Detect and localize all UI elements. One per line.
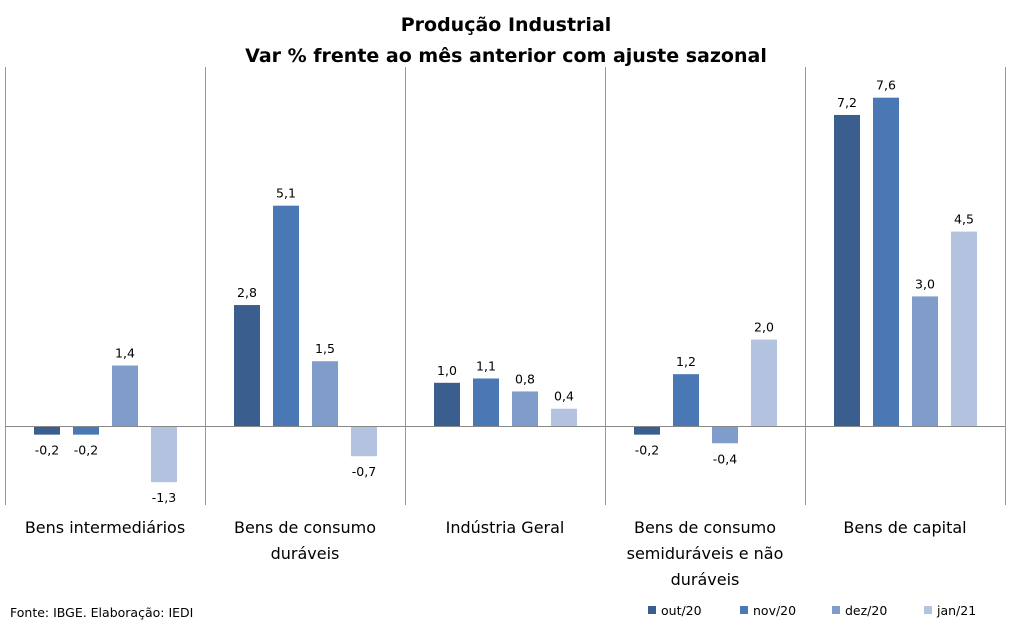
bar <box>873 97 899 427</box>
bar <box>351 426 377 457</box>
bar <box>273 205 299 426</box>
category-label: Bens intermediários <box>25 518 185 537</box>
legend-swatch <box>832 606 840 614</box>
bar <box>312 361 338 426</box>
data-label: 3,0 <box>915 276 935 291</box>
bar <box>551 408 577 426</box>
legend-swatch <box>924 606 932 614</box>
legend-item: out/20 <box>648 603 702 618</box>
bar <box>512 391 538 426</box>
data-label: 7,6 <box>876 78 896 93</box>
data-label: 0,8 <box>515 371 535 386</box>
category-label: Bens de consumo duráveis <box>234 518 376 563</box>
data-label: -1,3 <box>152 490 176 505</box>
data-label: -0,2 <box>635 443 659 458</box>
bar <box>673 374 699 426</box>
category-label: Bens de capital <box>843 518 966 537</box>
legend-label: jan/21 <box>936 603 976 618</box>
data-label: 0,4 <box>554 389 574 404</box>
bar <box>34 426 60 435</box>
data-label: 1,5 <box>315 341 335 356</box>
legend-label: nov/20 <box>753 603 796 618</box>
category-label: Bens de consumo semiduráveis e não durávei… <box>627 518 784 589</box>
data-label: 7,2 <box>837 95 857 110</box>
data-label: -0,2 <box>74 443 98 458</box>
legend-label: dez/20 <box>845 603 887 618</box>
bar <box>112 365 138 426</box>
bar <box>912 296 938 426</box>
bar <box>473 378 499 426</box>
bar <box>751 339 777 426</box>
bar <box>151 426 177 483</box>
data-label: -0,4 <box>713 451 737 466</box>
plot-area: -0,2 2,8 1,0 -0,2 7,2 -0,2 5,1 1,1 1,2 7,6 1,4 1,5 0… <box>5 67 1006 589</box>
data-label: 1,4 <box>115 346 135 361</box>
legend-item: nov/20 <box>740 603 796 618</box>
data-label: 2,8 <box>237 285 257 300</box>
category-label: Indústria Geral <box>446 518 565 537</box>
data-label: -0,2 <box>35 443 59 458</box>
bar <box>712 426 738 444</box>
legend: out/20 nov/20 dez/20 jan/21 <box>648 603 976 618</box>
legend-swatch <box>648 606 656 614</box>
data-label: 4,5 <box>954 212 974 227</box>
data-label: 1,2 <box>676 354 696 369</box>
chart-title: Produção Industrial <box>401 14 612 36</box>
data-label: 5,1 <box>276 186 296 201</box>
data-label: 2,0 <box>754 320 774 335</box>
data-label: 1,1 <box>476 358 496 373</box>
legend-item: jan/21 <box>924 603 976 618</box>
bar <box>434 382 460 426</box>
legend-label: out/20 <box>661 603 702 618</box>
bar <box>73 426 99 435</box>
legend-swatch <box>740 606 748 614</box>
data-label: 1,0 <box>437 363 457 378</box>
bar <box>951 231 977 426</box>
bar <box>234 305 260 426</box>
source-note: Fonte: IBGE. Elaboração: IEDI <box>10 605 193 620</box>
bar <box>634 426 660 435</box>
bar <box>834 114 860 427</box>
data-label: -0,7 <box>352 464 376 479</box>
legend-item: dez/20 <box>832 603 887 618</box>
chart-subtitle: Var % frente ao mês anterior com ajuste … <box>245 45 767 67</box>
